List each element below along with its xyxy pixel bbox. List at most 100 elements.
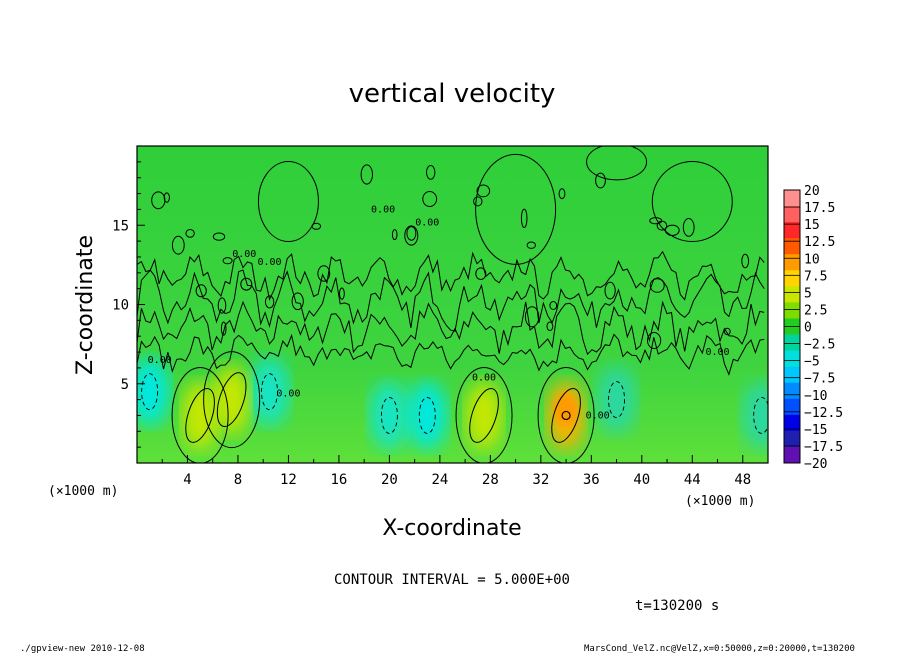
contour-loop — [151, 191, 166, 210]
zero-contour — [537, 366, 595, 463]
contour-loop — [360, 164, 373, 185]
updraft-core — [554, 393, 579, 426]
updraft-contour — [185, 388, 215, 443]
contour-value-label: 0.00 — [472, 373, 496, 384]
contour-interval-text: CONTOUR INTERVAL = 5.000E+00 — [334, 572, 570, 588]
contour-value-label: 0.00 — [586, 411, 610, 422]
x-tick-label: 36 — [583, 472, 600, 488]
contour-loop — [526, 241, 536, 249]
contour-loop — [549, 301, 558, 310]
contour-loop — [473, 196, 483, 207]
updraft-blob — [213, 365, 250, 434]
downdraft-blob — [137, 357, 170, 426]
zero-contour — [137, 250, 765, 301]
contour-loop — [723, 327, 731, 336]
contour-loop — [682, 218, 695, 237]
contour-loop — [291, 292, 304, 311]
colorbar-label: 7.5 — [804, 269, 827, 284]
contour-loop — [422, 191, 438, 207]
contour-loop — [647, 332, 662, 349]
colorbar-label: 0 — [804, 321, 812, 336]
x-tick-label: 32 — [532, 472, 549, 488]
colorbar: 20 17.5 15 12.5 10 7.5 5 2.5 0 −2.5 −5 −7.5 −10 −12.5… — [783, 184, 843, 472]
velocity-field — [137, 357, 768, 450]
updraft-peak-contour — [561, 410, 571, 421]
colorbar-segment — [784, 302, 800, 319]
x-tick-label: 28 — [482, 472, 499, 488]
data-source: MarsCond_VelZ.nc@VelZ,x=0:50000,z=0:2000… — [584, 644, 855, 654]
contour-loop — [264, 295, 275, 309]
contour-loop — [212, 232, 226, 241]
colorbar-segment — [784, 238, 800, 255]
program-info: ./gpview-new 2010-12-08 — [20, 644, 145, 654]
colorbar-segment — [784, 430, 800, 448]
zero-contour — [203, 351, 261, 449]
colorbar-label: 2.5 — [804, 303, 827, 318]
downdraft-blob — [407, 381, 448, 450]
contour-loop — [404, 225, 419, 246]
colorbar-segment — [784, 206, 800, 223]
contour-loop — [257, 160, 319, 242]
colorbar-segment — [784, 270, 800, 287]
contour-value-label: 0.00 — [371, 205, 395, 216]
downdraft-contour — [261, 373, 278, 411]
zero-contour — [137, 300, 765, 356]
colorbar-label: −7.5 — [804, 372, 835, 387]
contour-loop — [220, 321, 227, 336]
colorbar-label: 20 — [804, 184, 820, 199]
colorbar-label: −2.5 — [804, 338, 835, 353]
updraft-blob — [466, 381, 503, 450]
colorbar-segment — [784, 254, 800, 271]
contour-value-label: 0.00 — [276, 388, 300, 399]
x-tick-label: 24 — [431, 472, 448, 488]
y-axis-label: Z-coordinate — [73, 235, 98, 375]
zero-contour — [137, 333, 765, 376]
colorbar-label: −20 — [804, 457, 827, 472]
downdraft-blob — [741, 381, 768, 450]
y-tick-label: 15 — [112, 218, 129, 234]
contour-value-label: 0.00 — [257, 257, 281, 268]
contour-loop — [475, 267, 487, 281]
colorbar-segment — [784, 350, 800, 368]
contour-loop — [391, 229, 398, 241]
contour-loop — [317, 265, 331, 282]
updraft-blob — [182, 381, 219, 450]
x-axis-ticks: 4 8 12 16 20 24 28 32 36 40 44 48 — [161, 455, 769, 488]
downdraft-blob — [369, 381, 410, 450]
contour-loop — [475, 153, 557, 265]
x-tick-label: 16 — [330, 472, 347, 488]
contour-loop — [595, 172, 606, 189]
downdraft-contour — [753, 397, 768, 434]
contour-loop — [520, 208, 528, 229]
x-tick-label: 8 — [234, 472, 242, 488]
contour-loop — [195, 284, 207, 298]
contour-loop — [185, 229, 195, 238]
downdraft-contour — [380, 397, 398, 434]
colorbar-segment — [784, 382, 800, 400]
x-unit-left: (×1000 m) — [48, 484, 118, 499]
colorbar-segment — [784, 286, 800, 303]
x-tick-label: 4 — [183, 472, 191, 488]
colorbar-label: −15 — [804, 423, 827, 438]
contour-value-label: 0.00 — [148, 355, 172, 366]
time-stamp: t=130200 s — [635, 598, 719, 614]
contour-loop — [406, 226, 417, 241]
contour-loop — [651, 160, 733, 242]
colorbar-label: −10 — [804, 389, 827, 404]
contour-loop — [222, 257, 233, 265]
contour-loop — [664, 224, 680, 237]
downdraft-contour — [418, 397, 436, 434]
contour-loop — [604, 281, 616, 300]
colorbar-label: −17.5 — [804, 440, 843, 455]
contour-loop — [558, 188, 566, 200]
contour-loop — [426, 165, 436, 180]
zero-contour — [455, 366, 513, 463]
contour-value-label: 0.00 — [705, 347, 729, 358]
updraft-contour — [469, 388, 499, 443]
contour-loop — [586, 146, 648, 181]
colorbar-segment — [784, 398, 800, 416]
colorbar-label: 15 — [804, 218, 820, 233]
contour-loop — [339, 287, 345, 300]
